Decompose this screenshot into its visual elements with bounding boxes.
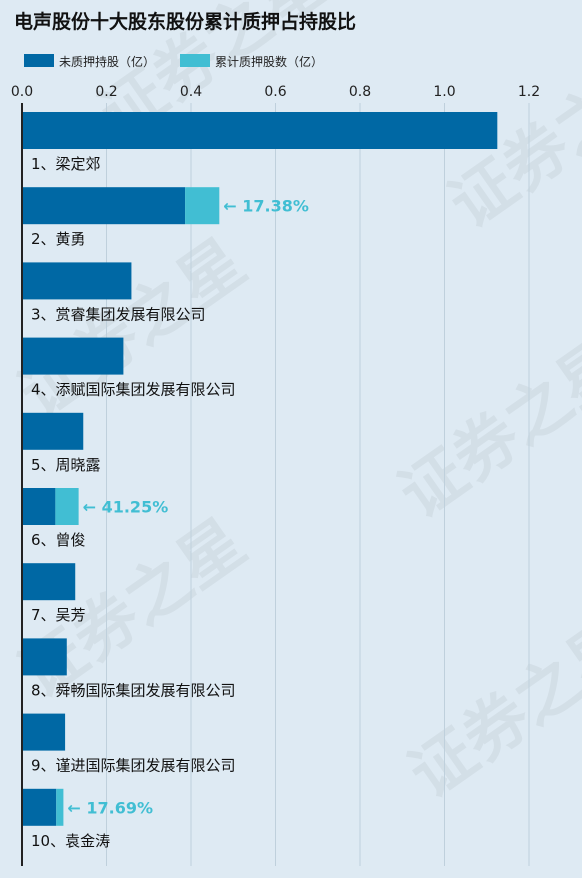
category-label: 10、袁金涛 [31, 832, 110, 850]
x-tick-label: 0.6 [264, 84, 286, 100]
category-label: 5、周晓露 [31, 456, 101, 474]
x-axis-ticks: 0.0 0.2 0.4 0.6 0.8 1.0 1.2 [11, 84, 540, 100]
category-label: 1、梁定郊 [31, 155, 101, 173]
legend-swatch-unpledged [24, 54, 54, 67]
legend: 未质押持股（亿） 累计质押股数（亿） [24, 54, 323, 69]
annotations: ← 17.38% ← 41.25% ← 17.69% [67, 197, 309, 818]
category-label: 2、黄勇 [31, 230, 86, 248]
pledge-percent-label: ← 17.38% [223, 197, 309, 216]
x-tick-label: 0.8 [349, 84, 371, 100]
category-label: 9、谨进国际集团发展有限公司 [31, 757, 236, 775]
category-labels: 1、梁定郊 2、黄勇 3、赏睿集团发展有限公司 4、添赋国际集团发展有限公司 5、周晓露… [31, 155, 236, 850]
category-label: 7、吴芳 [31, 606, 86, 624]
watermark-text: 证券之星 [7, 226, 259, 433]
legend-swatch-pledged [180, 54, 210, 67]
x-tick-label: 0.0 [11, 84, 33, 100]
category-label: 8、舜畅国际集团发展有限公司 [31, 681, 236, 699]
pledge-percent-label: ← 17.69% [67, 798, 153, 817]
chart-title: 电声股份十大股东股份累计质押占持股比 [14, 10, 356, 33]
x-tick-label: 0.2 [95, 84, 117, 100]
bar-unpledged [22, 187, 186, 225]
bar-unpledged [22, 412, 84, 450]
category-label: 4、添赋国际集团发展有限公司 [31, 381, 236, 399]
bar-pledged [55, 488, 79, 525]
watermark-text: 证券之星 [387, 326, 582, 533]
bar-unpledged [22, 638, 67, 676]
bar-unpledged [22, 563, 76, 601]
pledge-percent-label: ← 41.25% [83, 498, 169, 517]
bar-pledged [56, 788, 64, 826]
bar-unpledged [22, 713, 66, 751]
watermark-text: 证券之星 [397, 606, 582, 813]
category-label: 6、曾俊 [31, 531, 86, 549]
bar-unpledged [22, 488, 56, 525]
bar-pledged [185, 187, 220, 225]
bar-unpledged [22, 788, 57, 826]
x-tick-label: 0.4 [180, 84, 202, 100]
bar-unpledged [22, 112, 498, 149]
grid [106, 103, 530, 866]
category-label: 3、赏睿集团发展有限公司 [31, 305, 206, 323]
legend-label-pledged: 累计质押股数（亿） [215, 54, 323, 69]
bar-unpledged [22, 262, 132, 300]
x-tick-label: 1.2 [518, 84, 540, 100]
bars [22, 112, 498, 826]
bar-unpledged [22, 337, 124, 375]
x-tick-label: 1.0 [433, 84, 455, 100]
legend-label-unpledged: 未质押持股（亿） [59, 54, 155, 69]
